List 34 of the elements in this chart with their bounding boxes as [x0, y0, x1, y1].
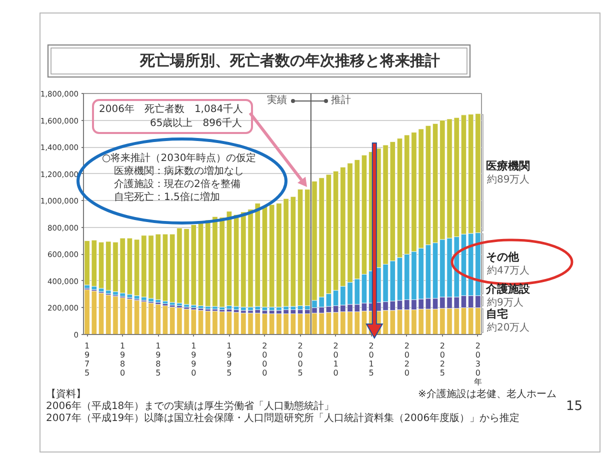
text: 【資料】 — [46, 389, 86, 400]
x-tick-label: 2 0 0 0 — [262, 342, 268, 378]
annotation: ○将来推計（2030年時点）の仮定 — [102, 153, 256, 164]
x-tick-label: 2030年 — [474, 342, 482, 386]
text: 約20万人 — [487, 322, 530, 334]
x-tick-label: 2 0 1 0 — [333, 342, 338, 378]
annotation: 自宅死亡：1.5倍に増加 — [114, 192, 220, 204]
text: 2007年（平成19年）以降は国立社会保障・人口問題研究所「人口統計資料集（2006年度版）」から推定 — [46, 413, 520, 424]
series-label: 介護施設 — [486, 282, 530, 296]
annotation: 実績 — [267, 95, 287, 106]
series-label: 自宅 — [486, 307, 508, 321]
series-label: 医療機関 — [486, 159, 530, 174]
x-tick-label: 1 9 9 5 — [226, 342, 232, 378]
text: ※介護施設は老健、老人ホーム — [418, 389, 556, 400]
x-tick-label: 2 0 2 0 — [404, 342, 410, 378]
text: 約9万人 — [487, 296, 524, 308]
annotation: 2006年 死亡者数 1,084千人 — [99, 104, 244, 116]
x-tick-label: 1 9 7 5 — [84, 342, 90, 378]
x-tick-label: 2 0 0 5 — [298, 342, 303, 378]
x-tick-label: 2 0 15 — [368, 342, 374, 378]
chart-title: 死亡場所別、死亡者数の年次推移と将来推計 — [140, 51, 440, 70]
x-tick-label: 1 9 8 0 — [120, 342, 126, 378]
annotation: 介護施設：現在の2倍を整備 — [114, 179, 240, 190]
x-tick-label: 2 0 2 5 — [440, 342, 445, 378]
text: 約47万人 — [487, 264, 530, 276]
annotation: 医療機関：病床数の増加なし — [114, 166, 244, 178]
x-tick-label: 1 9 8 5 — [156, 342, 161, 378]
text: 15 — [566, 399, 583, 415]
series-label: その他 — [486, 250, 519, 264]
x-tick-label: 1 9 9 0 — [191, 342, 196, 378]
text: 約89万人 — [487, 174, 530, 186]
annotation: 推計 — [331, 95, 351, 106]
annotation: 65歳以上 896千人 — [150, 118, 242, 130]
text: 2006年（平成18年）までの実績は厚生労働省「人口動態統計」 — [46, 401, 334, 412]
